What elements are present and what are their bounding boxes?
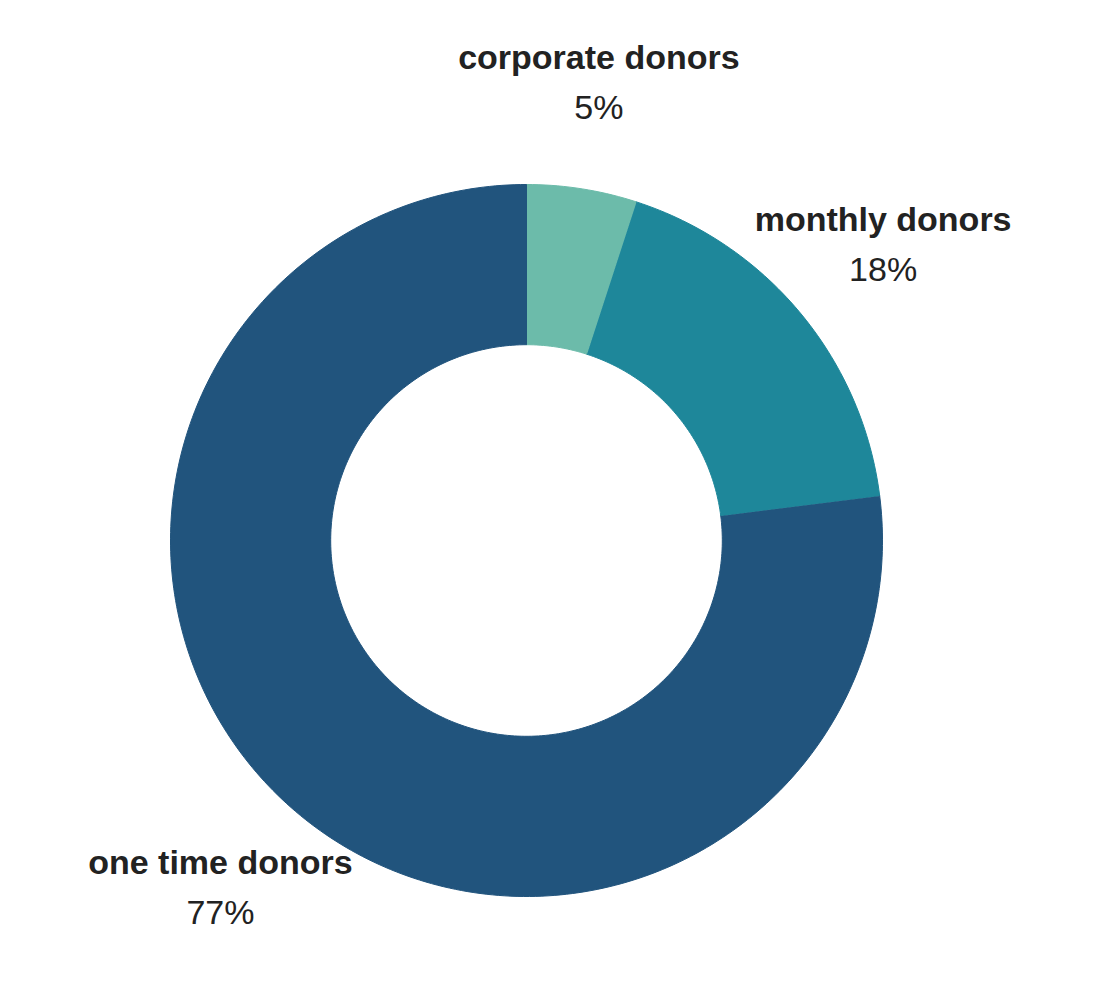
svg-text:one time donors: one time donors bbox=[88, 843, 352, 881]
svg-text:77%: 77% bbox=[186, 893, 254, 931]
svg-text:corporate donors: corporate donors bbox=[458, 38, 739, 76]
svg-text:monthly donors: monthly donors bbox=[755, 200, 1012, 238]
svg-text:5%: 5% bbox=[574, 88, 623, 126]
svg-text:18%: 18% bbox=[849, 250, 917, 288]
